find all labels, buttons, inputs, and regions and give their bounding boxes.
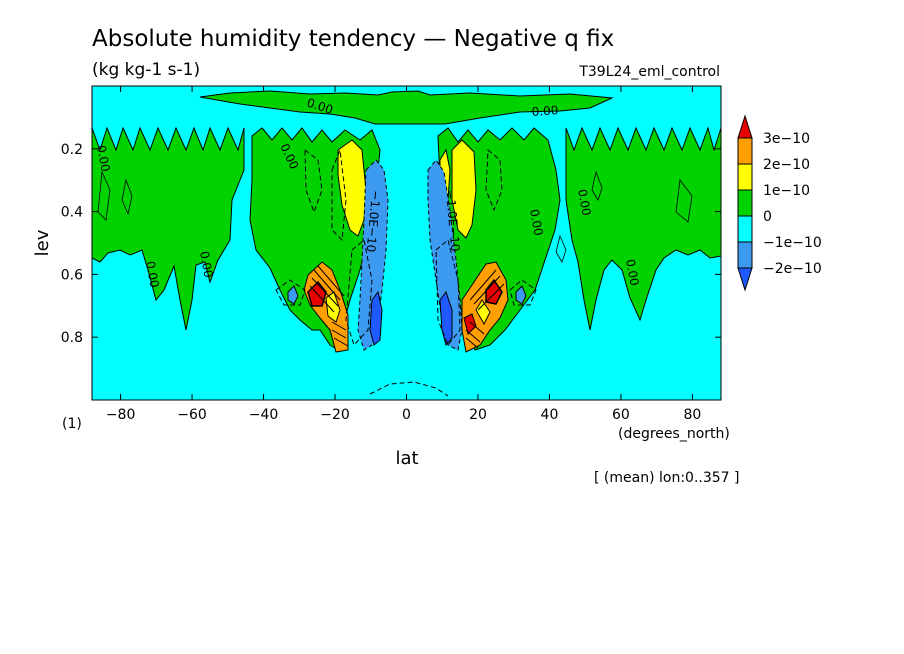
contour-label: 0.00: [623, 258, 641, 287]
x-axis: −80 −60 −40 −20 0 20 40 60 80: [106, 86, 701, 423]
contour-label: 0.00: [575, 188, 593, 217]
chart-title: Absolute humidity tendency — Negative q …: [92, 26, 614, 52]
y-axis: 0.2 0.4 0.6 0.8: [61, 142, 721, 346]
contour-label: 0.00: [94, 144, 112, 173]
x-tick-label: −40: [249, 407, 279, 423]
y-axis-label: lev: [32, 229, 53, 256]
contour-label: 0.00: [143, 260, 161, 289]
x-tick-label: −80: [106, 407, 136, 423]
colorbar-swatch: [737, 241, 753, 269]
colorbar-label: 2e−10: [763, 157, 810, 173]
panel-label: (1): [62, 416, 82, 432]
contour-label: −1.0E−10: [443, 189, 462, 252]
positive-contour-lines: [97, 170, 693, 263]
colorbar-swatch: [737, 163, 753, 191]
contour-label: 0.00: [197, 250, 215, 279]
units-label: (kg kg-1 s-1): [92, 60, 200, 80]
colorbar-label: 1e−10: [763, 183, 810, 199]
x-tick-label: 40: [541, 407, 559, 423]
colorbar-label: −1e−10: [763, 235, 822, 251]
x-tick-label: −60: [177, 407, 207, 423]
colorbar-swatch: [737, 215, 753, 243]
negative-contour-lines: [275, 148, 537, 397]
left-small-negative: [287, 285, 299, 305]
colorbar: 3e−10 2e−10 1e−10 0 −1e−10 −2e−10: [737, 114, 822, 292]
y-tick-label: 0.8: [61, 330, 83, 346]
y-tick-label: 0.6: [61, 267, 83, 283]
right-negative-column: [427, 159, 463, 351]
left-negative-core: [369, 290, 383, 346]
x-tick-label: −20: [320, 407, 350, 423]
left-positive-region: [92, 126, 245, 331]
x-tick-label: 0: [402, 407, 411, 423]
averaging-note: [ (mean) lon:0..357 ]: [594, 470, 739, 486]
contour-fills: [92, 90, 721, 397]
contour-label: −1.0E−10: [364, 190, 383, 253]
x-axis-label: lat: [395, 448, 418, 469]
plot-area: 0.00 0.00 0.00 0.00 0.00 0.00 0.00 0.00 …: [91, 85, 722, 401]
colorbar-min-triangle: [737, 267, 753, 292]
x-tick-label: 60: [612, 407, 630, 423]
colorbar-label: −2e−10: [763, 261, 822, 277]
right-positive-region-2: [565, 126, 721, 331]
left-strong-positive: [303, 261, 349, 353]
colorbar-label: 0: [763, 209, 772, 225]
colorbar-swatch: [737, 137, 753, 165]
colorbar-max-triangle: [737, 114, 753, 139]
contour-label: 0.00: [527, 208, 545, 237]
x-units-label: (degrees_north): [618, 426, 730, 442]
contour-label: 0.00: [531, 103, 559, 119]
run-name: T39L24_eml_control: [578, 64, 720, 80]
right-strong-positive: [461, 261, 509, 353]
x-tick-label: 20: [469, 407, 487, 423]
colorbar-label: 3e−10: [763, 131, 810, 147]
colorbar-swatch: [737, 189, 753, 217]
contour-label-group: 0.00 0.00 0.00 0.00 0.00 0.00 0.00 0.00 …: [94, 96, 641, 289]
right-small-negative: [515, 285, 527, 305]
right-yellow-column: [451, 139, 477, 239]
x-tick-label: 80: [683, 407, 701, 423]
y-tick-label: 0.2: [61, 142, 83, 158]
y-tick-label: 0.4: [61, 205, 83, 221]
upper-positive-region: [199, 90, 614, 125]
